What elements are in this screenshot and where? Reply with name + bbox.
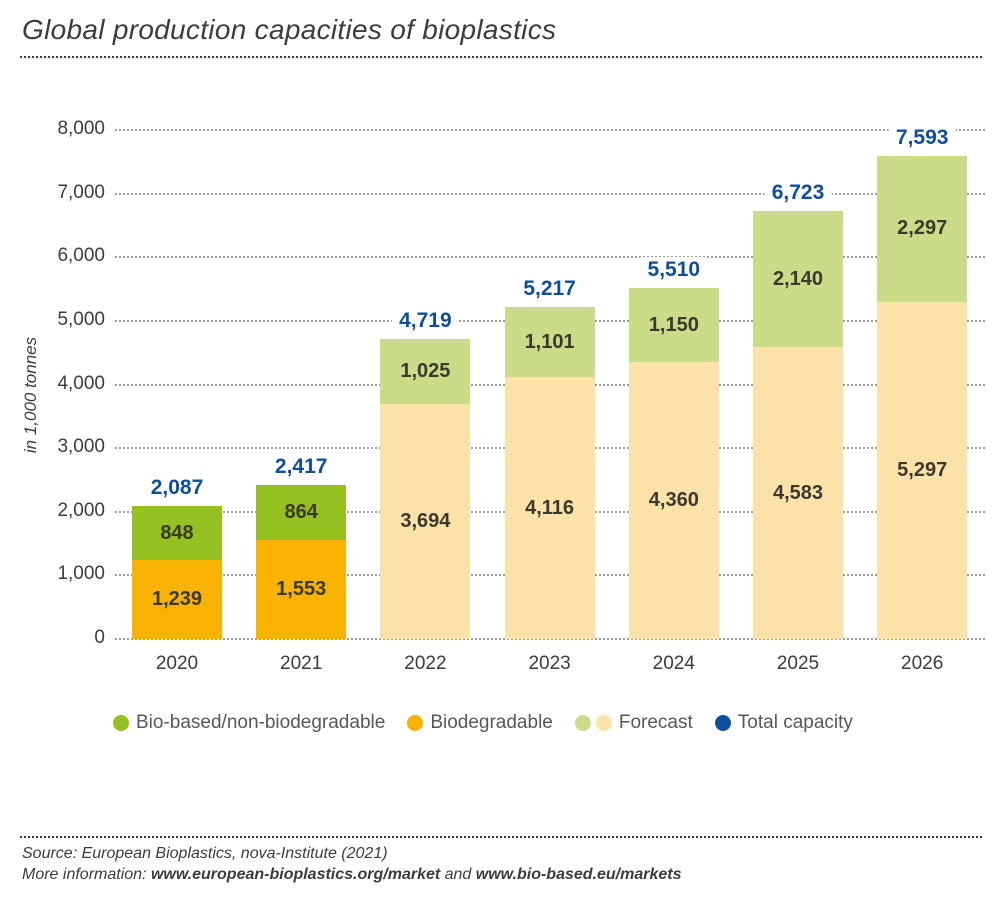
segment-value-biodegradable-2020: 1,239 bbox=[151, 588, 203, 611]
legend-dot-icon bbox=[113, 715, 129, 731]
gridline-8000 bbox=[115, 129, 985, 131]
legend-dots bbox=[574, 715, 612, 731]
segment-biodegradable-2022: 3,694 bbox=[380, 403, 471, 639]
segment-biodegradable-2025: 4,583 bbox=[753, 347, 843, 639]
y-tick-6000: 6,000 bbox=[57, 245, 105, 267]
gridline-7000 bbox=[115, 192, 985, 195]
segment-biodegradable-2026: 5,297 bbox=[877, 301, 968, 639]
bar-2023-forecast: 1,101 4,116 bbox=[504, 307, 595, 639]
more-info-separator: and bbox=[440, 866, 476, 883]
y-tick-8000: 8,000 bbox=[57, 118, 105, 139]
y-tick-1000: 1,000 bbox=[57, 563, 105, 585]
total-capacity-2021: 2,417 bbox=[267, 454, 335, 481]
legend-dots bbox=[113, 715, 129, 731]
x-tick-2022: 2022 bbox=[404, 653, 447, 674]
market-url-1: www.european-bioplastics.org/market bbox=[150, 866, 441, 883]
legend-item-total-capacity: Total capacity bbox=[714, 712, 853, 734]
y-tick-2000: 2,000 bbox=[57, 499, 105, 521]
bar-2024-forecast: 1,150 4,360 bbox=[628, 288, 719, 639]
bar-2026-forecast: 2,297 5,297 bbox=[877, 155, 968, 639]
legend-label: Bio-based/non-biodegradable bbox=[136, 712, 386, 733]
segment-value-biodegradable-2021: 1,553 bbox=[276, 578, 327, 601]
segment-bio-based-2023: 1,101 bbox=[504, 307, 595, 378]
total-capacity-2020: 2,087 bbox=[143, 475, 211, 502]
x-tick-2021: 2021 bbox=[280, 653, 323, 674]
total-capacity-2026: 7,593 bbox=[888, 124, 956, 151]
segment-bio-based-2025: 2,140 bbox=[753, 211, 843, 348]
total-capacity-2024: 5,510 bbox=[640, 257, 708, 284]
segment-value-biodegradable-2025: 4,583 bbox=[772, 481, 824, 504]
y-tick-7000: 7,000 bbox=[57, 181, 105, 203]
more-info-prefix: More information: bbox=[22, 866, 151, 883]
plot-area: 0 1,000 2,000 3,000 4,000 5,000 6,000 7,000 8,00… bbox=[57, 118, 985, 674]
segment-value-biodegradable-2026: 5,297 bbox=[897, 458, 948, 481]
legend-item-bio-based-non-biodegradable: Bio-based/non-biodegradable bbox=[113, 712, 385, 734]
segment-value-biodegradable-2024: 4,360 bbox=[648, 488, 699, 511]
segment-biodegradable-2020: 1,239 bbox=[132, 560, 222, 639]
x-tick-2026: 2026 bbox=[901, 653, 944, 674]
segment-biodegradable-2023: 4,116 bbox=[504, 377, 595, 639]
y-tick-3000: 3,000 bbox=[57, 436, 105, 458]
x-tick-2024: 2024 bbox=[652, 653, 695, 674]
segment-biodegradable-2024: 4,360 bbox=[628, 361, 719, 639]
bar-2025-forecast: 2,140 4,583 bbox=[753, 211, 843, 639]
legend-dot-icon bbox=[407, 715, 424, 731]
legend-item-biodegradable: Biodegradable bbox=[407, 712, 553, 734]
total-capacity-2025: 6,723 bbox=[764, 180, 832, 207]
legend-dot-icon bbox=[595, 715, 612, 731]
legend-dot-icon bbox=[574, 715, 591, 731]
total-capacity-2022: 4,719 bbox=[392, 307, 459, 334]
legend-label: Biodegradable bbox=[430, 712, 553, 733]
title-divider bbox=[20, 56, 982, 58]
source-text: Source: European Bioplastics, nova-Insti… bbox=[22, 845, 388, 862]
legend-label: Forecast bbox=[618, 712, 693, 733]
chart-legend: Bio-based/non-biodegradable Biodegradable… bbox=[113, 712, 853, 734]
segment-value-bio-based-2025: 2,140 bbox=[772, 267, 824, 290]
segment-biodegradable-2021: 1,553 bbox=[256, 540, 347, 639]
segment-bio-based-2026: 2,297 bbox=[877, 155, 968, 302]
x-tick-2023: 2023 bbox=[528, 653, 571, 674]
bar-2022-forecast: 1,025 3,694 bbox=[380, 338, 471, 639]
gridline-6000 bbox=[115, 256, 985, 259]
y-tick-5000: 5,000 bbox=[57, 308, 105, 330]
legend-item-forecast: Forecast bbox=[574, 712, 693, 734]
legend-dots bbox=[407, 715, 424, 731]
x-tick-2025: 2025 bbox=[776, 653, 820, 674]
segment-value-bio-based-2024: 1,150 bbox=[648, 313, 699, 336]
segment-bio-based-2024: 1,150 bbox=[628, 288, 719, 362]
more-info-text: More information: www.european-bioplasti… bbox=[22, 866, 681, 884]
y-tick-0: 0 bbox=[94, 627, 105, 648]
legend-label: Total capacity bbox=[737, 712, 853, 733]
bar-2020: 848 1,239 bbox=[132, 506, 222, 639]
segment-value-bio-based-2022: 1,025 bbox=[400, 359, 451, 382]
bar-2021: 864 1,553 bbox=[256, 485, 347, 639]
legend-dots bbox=[714, 715, 731, 731]
segment-value-bio-based-2026: 2,297 bbox=[897, 217, 948, 240]
x-tick-2020: 2020 bbox=[155, 653, 199, 674]
segment-bio-based-2022: 1,025 bbox=[380, 338, 471, 404]
segment-value-bio-based-2021: 864 bbox=[284, 501, 318, 524]
segment-value-biodegradable-2023: 4,116 bbox=[525, 496, 575, 519]
segment-value-bio-based-2023: 1,101 bbox=[524, 330, 575, 353]
segment-value-biodegradable-2022: 3,694 bbox=[400, 509, 451, 532]
gridline-0 bbox=[115, 638, 985, 640]
legend-dot-icon bbox=[714, 715, 731, 731]
chart-title: Global production capacities of bioplast… bbox=[22, 14, 557, 45]
segment-bio-based-2021: 864 bbox=[256, 485, 347, 541]
market-url-2: www.bio-based.eu/markets bbox=[475, 866, 682, 883]
y-tick-4000: 4,000 bbox=[57, 372, 105, 394]
segment-value-bio-based-2020: 848 bbox=[160, 521, 194, 544]
footer-divider bbox=[20, 836, 982, 838]
segment-bio-based-2020: 848 bbox=[132, 506, 222, 561]
total-capacity-2023: 5,217 bbox=[516, 276, 583, 303]
